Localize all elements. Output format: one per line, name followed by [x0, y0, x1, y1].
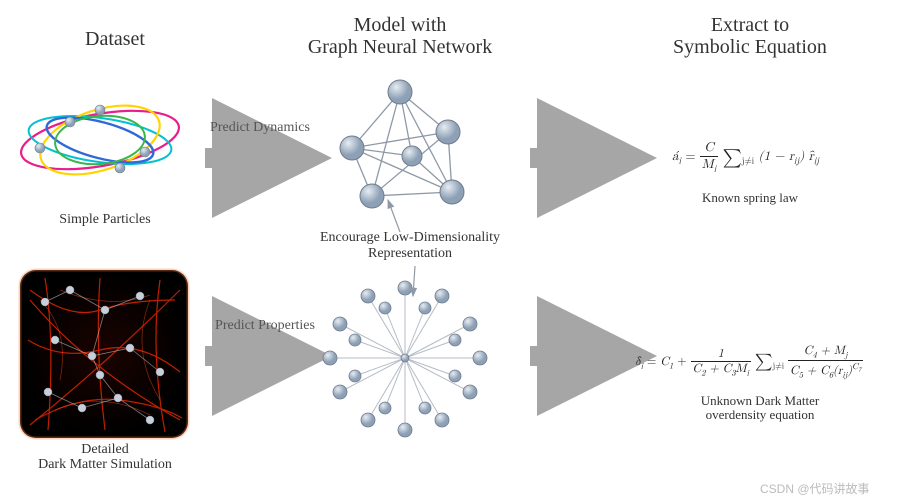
gnn-top-graphic [340, 80, 464, 208]
equation-dark-matter: δ̂i = C1 + 1 C2 + C3Mi ∑j≠i C4 + Mj C5 +… [635, 344, 863, 381]
label-predict-properties: Predict Properties [200, 318, 330, 334]
eq1-frac: C Mi [700, 140, 718, 175]
sigma-icon: ∑ [723, 148, 742, 167]
caption-encourage-l1: Encourage Low-Dimensionality [320, 230, 500, 245]
label-predict-dynamics: Predict Dynamics [200, 120, 320, 136]
gnn-bottom-graphic [323, 281, 487, 437]
simple-particles-graphic [17, 92, 184, 187]
caption-encourage: Encourage Low-Dimensionality Representat… [304, 230, 516, 262]
eq2-frac2: C4 + Mj C5 + C6(rij)C7 [788, 344, 863, 381]
caption-dark-l2: Dark Matter Simulation [38, 457, 172, 472]
caption-dark-matter: Detailed Dark Matter Simulation [20, 442, 190, 473]
eq1-lhs: ái [672, 150, 681, 163]
caption-simple-particles: Simple Particles [40, 212, 170, 228]
eq2-frac1: 1 C2 + C3Mi [691, 347, 751, 378]
caption-encourage-l2: Representation [368, 246, 452, 261]
sigma-icon: ∑ [755, 353, 773, 370]
eq1-body: (1 − rij) r̂ij [759, 150, 820, 163]
eq2-lhs: δ̂i [635, 356, 643, 368]
caption-eq2-l2: overdensity equation [706, 407, 815, 422]
eq2-c1: C1 [660, 356, 673, 368]
equation-spring-law: ái = C Mi ∑j≠i (1 − rij) r̂ij [672, 140, 819, 175]
caption-eq2-l1: Unknown Dark Matter [701, 393, 819, 408]
caption-eq1: Known spring law [680, 190, 820, 206]
caption-eq2: Unknown Dark Matter overdensity equation [665, 394, 855, 423]
caption-dark-l1: Detailed [81, 442, 128, 457]
watermark-text: CSDN @代码讲故事 [760, 480, 870, 497]
dark-matter-graphic [20, 270, 188, 438]
